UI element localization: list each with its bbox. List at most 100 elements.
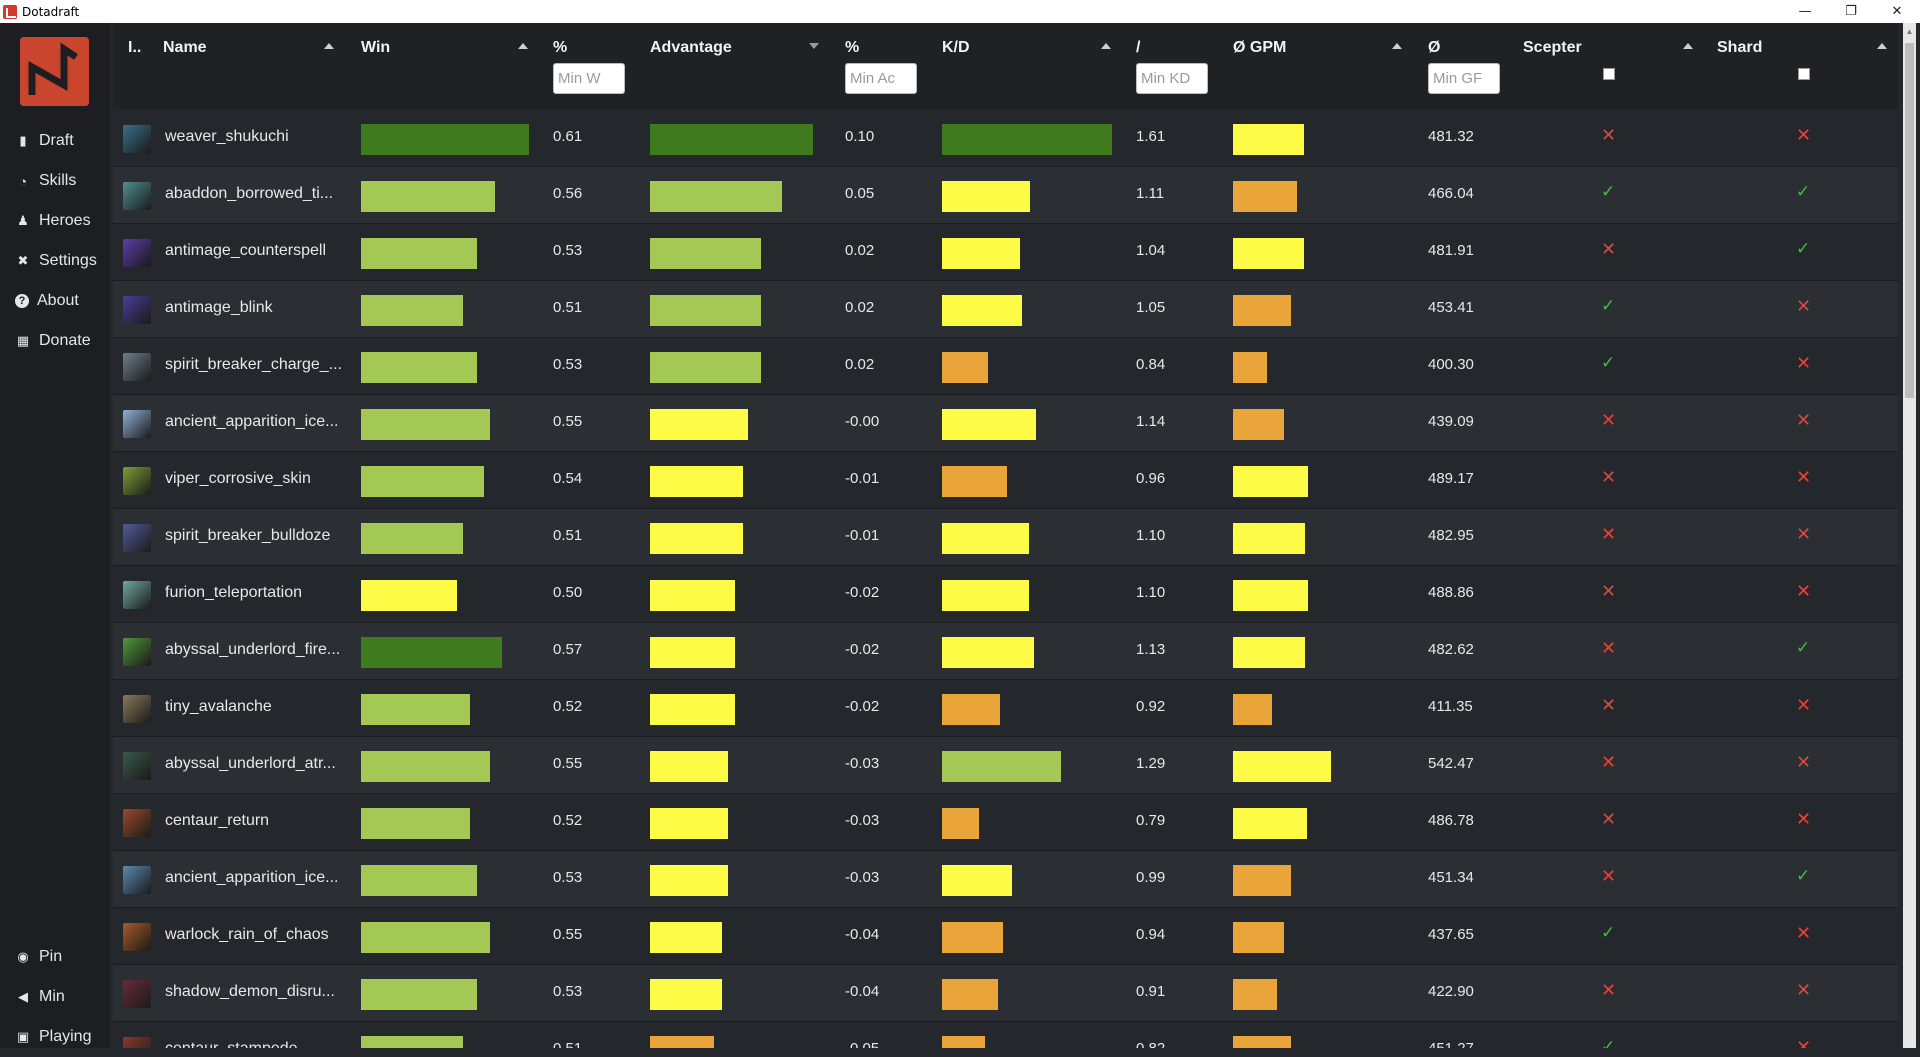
gpm-bar: [1233, 979, 1277, 1010]
table-row[interactable]: abyssal_underlord_fire... 0.57 -0.02 1.13 48…: [113, 623, 1898, 680]
gpm-value: 481.32: [1428, 128, 1474, 145]
win-value: 0.52: [553, 698, 583, 715]
header-win-pct[interactable]: %: [553, 39, 568, 56]
table-row[interactable]: centaur_return 0.52 -0.03 0.79 486.78 ✕ ✕: [113, 794, 1898, 851]
adv-bar: [650, 181, 782, 212]
nav-item-draft[interactable]: ▮ Draft: [0, 121, 110, 161]
shard-cross-icon: ✕: [1796, 752, 1812, 772]
scepter-cross-icon: ✕: [1601, 581, 1617, 601]
kd-bar: [942, 124, 1112, 155]
sort-up-icon[interactable]: [324, 43, 334, 49]
min-kd-filter[interactable]: [1136, 63, 1208, 94]
gpm-bar: [1233, 466, 1308, 497]
sort-up-icon[interactable]: [1877, 43, 1887, 49]
gpm-bar: [1233, 1036, 1291, 1048]
table-row[interactable]: shadow_demon_disru... 0.53 -0.04 0.91 422.90…: [113, 965, 1898, 1022]
win-value: 0.55: [553, 413, 583, 430]
ability-name: tiny_avalanche: [165, 698, 272, 715]
shard-filter-checkbox[interactable]: [1798, 68, 1810, 80]
gpm-bar: [1233, 580, 1308, 611]
kd-bar: [942, 637, 1034, 668]
table-row[interactable]: antimage_blink 0.51 0.02 1.05 453.41 ✓ ✕: [113, 281, 1898, 338]
vertical-scrollbar[interactable]: ▲: [1903, 23, 1916, 1048]
min-gpm-filter[interactable]: [1428, 63, 1500, 94]
min-win-filter[interactable]: [553, 63, 625, 94]
win-value: 0.53: [553, 356, 583, 373]
table-row[interactable]: ancient_apparition_ice... 0.53 -0.03 0.99 45…: [113, 851, 1898, 908]
table-row[interactable]: spirit_breaker_charge_... 0.53 0.02 0.84 400…: [113, 338, 1898, 395]
header-kd[interactable]: K/D: [942, 39, 970, 56]
header-index[interactable]: I..: [128, 39, 142, 56]
nav-item-min[interactable]: ◀ Min: [0, 977, 110, 1017]
gpm-value: 466.04: [1428, 185, 1474, 202]
minimize-icon[interactable]: —: [1798, 4, 1812, 19]
nav-item-label: About: [37, 292, 79, 309]
table-row[interactable]: centaur_stampede 0.51 -0.05 0.82 451.27 ✓ ✕: [113, 1022, 1898, 1048]
win-bar: [361, 523, 463, 554]
sort-up-icon[interactable]: [518, 43, 528, 49]
kd-bar: [942, 295, 1022, 326]
header-shard[interactable]: Shard: [1717, 39, 1763, 56]
win-value: 0.53: [553, 242, 583, 259]
table-row[interactable]: tiny_avalanche 0.52 -0.02 0.92 411.35 ✕ ✕: [113, 680, 1898, 737]
header-win[interactable]: Win: [361, 39, 391, 56]
header-scepter[interactable]: Scepter: [1523, 39, 1582, 56]
nav-item-settings[interactable]: ✖ Settings: [0, 241, 110, 281]
nav-item-heroes[interactable]: ♟ Heroes: [0, 201, 110, 241]
skills-table: I.. Name Win % Advantage % K/D / Ø GPM Ø…: [110, 23, 1900, 1048]
restore-icon[interactable]: ❐: [1845, 4, 1857, 19]
close-icon[interactable]: ✕: [1891, 4, 1903, 19]
table-row[interactable]: weaver_shukuchi 0.61 0.10 1.61 481.32 ✕ ✕: [113, 110, 1898, 167]
nav-item-donate[interactable]: ▦ Donate: [0, 321, 110, 361]
gpm-bar: [1233, 637, 1305, 668]
ability-icon: [123, 866, 151, 894]
gpm-bar: [1233, 922, 1284, 953]
ability-icon: [123, 695, 151, 723]
nav-item-pin[interactable]: ◉ Pin: [0, 937, 110, 977]
scepter-cross-icon: ✕: [1601, 695, 1617, 715]
sort-up-icon[interactable]: [1683, 43, 1693, 49]
header-adv-pct[interactable]: %: [845, 39, 860, 56]
ability-name: spirit_breaker_charge_...: [165, 356, 342, 373]
table-row[interactable]: abaddon_borrowed_ti... 0.56 0.05 1.11 466.04…: [113, 167, 1898, 224]
gpm-value: 542.47: [1428, 755, 1474, 772]
scepter-filter-checkbox[interactable]: [1603, 68, 1615, 80]
win-bar: [361, 295, 463, 326]
scepter-check-icon: ✓: [1601, 923, 1616, 942]
ability-icon: [123, 1037, 151, 1048]
nav-item-playing[interactable]: ▣ Playing: [0, 1017, 110, 1057]
adv-value: 0.05: [845, 185, 875, 202]
ability-icon: [123, 638, 151, 666]
table-row[interactable]: spirit_breaker_bulldoze 0.51 -0.01 1.10 482.…: [113, 509, 1898, 566]
adv-bar: [650, 694, 735, 725]
scepter-cross-icon: ✕: [1601, 866, 1617, 886]
table-row[interactable]: warlock_rain_of_chaos 0.55 -0.04 0.94 437.65…: [113, 908, 1898, 965]
scroll-up-icon[interactable]: ▲: [1905, 26, 1914, 36]
scepter-check-icon: ✓: [1601, 353, 1616, 372]
table-row[interactable]: viper_corrosive_skin 0.54 -0.01 0.96 489.17 ✕…: [113, 452, 1898, 509]
header-name[interactable]: Name: [163, 39, 207, 56]
table-row[interactable]: ancient_apparition_ice... 0.55 -0.00 1.14 43…: [113, 395, 1898, 452]
header-advantage[interactable]: Advantage: [650, 39, 732, 56]
scepter-cross-icon: ✕: [1601, 809, 1617, 829]
adv-value: -0.02: [845, 584, 880, 601]
adv-bar: [650, 808, 728, 839]
sort-down-icon[interactable]: [809, 43, 819, 49]
ability-name: shadow_demon_disru...: [165, 983, 335, 1000]
table-row[interactable]: antimage_counterspell 0.53 0.02 1.04 481.91 ✕…: [113, 224, 1898, 281]
table-row[interactable]: furion_teleportation 0.50 -0.02 1.10 488.86 ✕…: [113, 566, 1898, 623]
nav-item-about[interactable]: ? About: [0, 281, 110, 321]
table-row[interactable]: abyssal_underlord_atr... 0.55 -0.03 1.29 542…: [113, 737, 1898, 794]
header-gpm-avg[interactable]: Ø: [1428, 39, 1441, 56]
scroll-thumb[interactable]: [1905, 43, 1914, 398]
kd-bar: [942, 979, 998, 1010]
gpm-bar: [1233, 523, 1305, 554]
header-kd-slash[interactable]: /: [1136, 39, 1141, 56]
header-gpm[interactable]: Ø GPM: [1233, 39, 1287, 56]
ability-icon: [123, 809, 151, 837]
shard-cross-icon: ✕: [1796, 923, 1812, 943]
sort-up-icon[interactable]: [1101, 43, 1111, 49]
nav-item-skills[interactable]: ◔ Skills: [0, 161, 110, 201]
sort-up-icon[interactable]: [1392, 43, 1402, 49]
min-advantage-filter[interactable]: [845, 63, 917, 94]
